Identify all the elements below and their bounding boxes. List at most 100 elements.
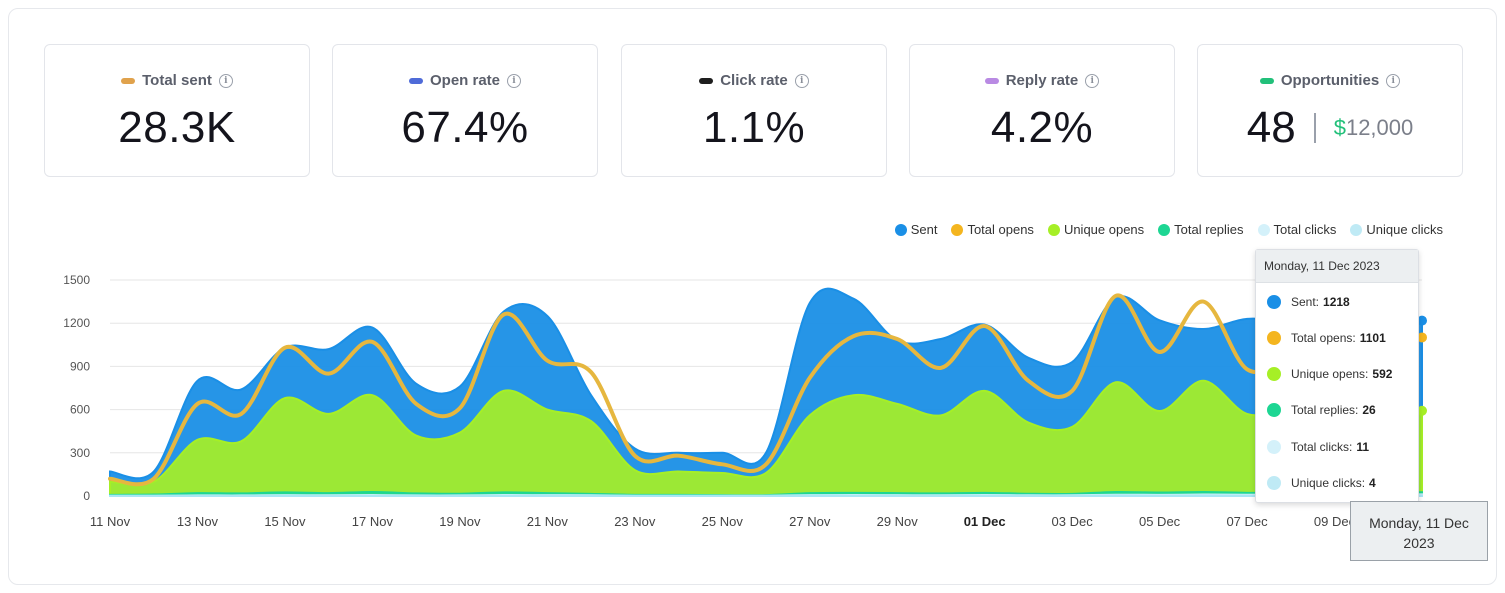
legend-label: Sent <box>910 222 938 237</box>
x-tick-label: 15 Nov <box>264 514 306 529</box>
legend-dot <box>951 223 964 236</box>
currency-symbol: $ <box>1333 115 1346 140</box>
tooltip-row-total-replies: Total replies: 26 <box>1267 403 1376 417</box>
kpi-card-open-rate: Open rate i 67.4% <box>332 44 598 177</box>
legend-item-total-replies[interactable]: Total replies <box>1158 222 1244 237</box>
kpi-label: Opportunities <box>1280 72 1380 89</box>
legend-item-unique-opens[interactable]: Unique opens <box>1047 222 1144 237</box>
tooltip-row-total-clicks: Total clicks: 11 <box>1267 440 1369 454</box>
series-dot <box>1267 476 1281 490</box>
x-tick-label: 09 Dec <box>1314 514 1356 529</box>
x-crosshair-label: Monday, 11 Dec 2023 <box>1350 501 1488 561</box>
point-marker-sent <box>1417 315 1427 326</box>
kpi-card-reply-rate: Reply rate i 4.2% <box>909 44 1175 177</box>
tooltip-row-sent: Sent: 1218 <box>1267 295 1350 309</box>
point-marker-total-opens <box>1417 332 1427 343</box>
kpi-header: Opportunities i <box>1198 72 1462 89</box>
kpi-label: Open rate <box>429 72 501 89</box>
x-tick-label: 19 Nov <box>439 514 481 529</box>
series-line-total-opens <box>108 293 1424 487</box>
info-icon[interactable]: i <box>218 73 233 88</box>
info-icon[interactable]: i <box>794 73 809 88</box>
legend-dot <box>121 77 136 84</box>
x-tick-label: 29 Nov <box>877 514 919 529</box>
series-area-unique-clicks <box>109 494 1423 497</box>
x-tick-label: 23 Nov <box>614 514 656 529</box>
series-dot <box>1267 331 1281 345</box>
legend-item-sent[interactable]: Sent <box>894 222 938 237</box>
divider <box>1313 113 1316 143</box>
y-tick-label: 1500 <box>63 273 90 287</box>
x-tick-label: 03 Dec <box>1052 514 1094 529</box>
legend-label: Total opens <box>967 222 1034 237</box>
tooltip-row-unique-opens: Unique opens: 592 <box>1267 367 1392 381</box>
legend-item-unique-clicks[interactable]: Unique clicks <box>1350 222 1443 237</box>
legend-label: Total replies <box>1174 222 1244 237</box>
chart-legend: Sent Total opens Unique opens Total repl… <box>894 222 1443 237</box>
info-icon[interactable]: i <box>507 73 522 88</box>
x-tick-label: 11 Nov <box>90 514 131 529</box>
x-tick-label: 17 Nov <box>352 514 394 529</box>
tooltip-label: Total replies: <box>1291 403 1359 417</box>
legend-dot <box>1350 223 1363 236</box>
money-amount: 12,000 <box>1345 115 1414 140</box>
legend-label: Unique clicks <box>1366 222 1443 237</box>
x-tick-label: 13 Nov <box>177 514 219 529</box>
legend-dot <box>984 77 999 84</box>
kpi-label: Total sent <box>142 72 212 89</box>
legend-dot <box>894 223 907 236</box>
series-dot <box>1267 367 1281 381</box>
y-tick-label: 900 <box>70 359 90 373</box>
info-icon[interactable]: i <box>1085 73 1100 88</box>
tooltip-label: Total clicks: <box>1291 440 1353 454</box>
legend-label: Total clicks <box>1273 222 1337 237</box>
tooltip-label: Total opens: <box>1291 331 1356 345</box>
legend-dot <box>1257 223 1270 236</box>
kpi-header: Click rate i <box>622 72 886 89</box>
legend-item-total-opens[interactable]: Total opens <box>951 222 1034 237</box>
tooltip-title: Monday, 11 Dec 2023 <box>1256 250 1418 283</box>
tooltip-row-total-opens: Total opens: 1101 <box>1267 331 1386 345</box>
x-tick-label: 05 Dec <box>1139 514 1181 529</box>
kpi-value: 4.2% <box>990 103 1094 152</box>
tooltip-value: 1218 <box>1323 295 1350 309</box>
legend-dot <box>408 77 423 84</box>
legend-dot <box>699 77 714 84</box>
series-area-unique-opens <box>109 379 1423 497</box>
y-tick-label: 600 <box>70 403 90 417</box>
y-tick-label: 0 <box>83 489 90 503</box>
kpi-card-opportunities: Opportunities i 48 $12,000 <box>1197 44 1463 177</box>
tooltip-value: 1101 <box>1359 331 1386 345</box>
y-tick-label: 300 <box>70 446 90 460</box>
tooltip-row-unique-clicks: Unique clicks: 4 <box>1267 476 1376 490</box>
kpi-header: Total sent i <box>45 72 309 89</box>
kpi-label: Click rate <box>720 72 788 89</box>
tooltip-label: Sent: <box>1291 295 1320 309</box>
chart-tooltip: Monday, 11 Dec 2023 Sent: 1218 Total open… <box>1255 249 1419 503</box>
tooltip-value: 592 <box>1372 367 1393 381</box>
x-tick-label: 21 Nov <box>527 514 569 529</box>
info-icon[interactable]: i <box>1386 73 1401 88</box>
tooltip-value: 4 <box>1369 476 1376 490</box>
tooltip-value: 26 <box>1362 403 1376 417</box>
tooltip-label: Unique opens: <box>1291 367 1369 381</box>
legend-item-total-clicks[interactable]: Total clicks <box>1257 222 1337 237</box>
kpi-header: Reply rate i <box>910 72 1174 89</box>
kpi-value: 48 <box>1246 103 1296 152</box>
point-marker-unique-opens <box>1417 405 1427 416</box>
series-dot <box>1267 403 1281 417</box>
x-tick-label: 07 Dec <box>1226 514 1268 529</box>
y-tick-label: 1200 <box>63 316 90 330</box>
kpi-value: 67.4% <box>401 103 529 152</box>
kpi-card-click-rate: Click rate i 1.1% <box>621 44 887 177</box>
legend-dot <box>1259 77 1274 84</box>
tooltip-value: 11 <box>1356 440 1370 454</box>
x-tick-label: 01 Dec <box>964 514 1006 529</box>
x-tick-label: 25 Nov <box>702 514 744 529</box>
series-dot <box>1267 295 1281 309</box>
kpi-value-row: 48 $12,000 <box>1198 103 1462 153</box>
legend-dot <box>1158 223 1171 236</box>
x-tick-label: 27 Nov <box>789 514 831 529</box>
tooltip-label: Unique clicks: <box>1291 476 1366 490</box>
